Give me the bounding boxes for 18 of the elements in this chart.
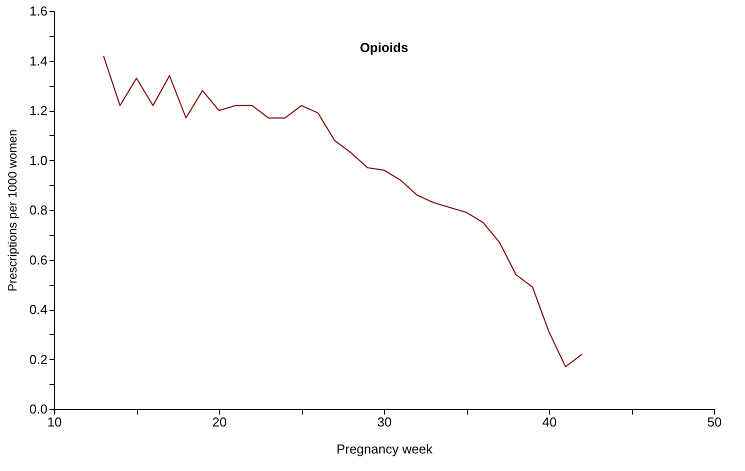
x-tick-label: 10 bbox=[47, 414, 62, 430]
text: Opioids bbox=[360, 40, 408, 55]
x-tick-label: 40 bbox=[542, 414, 557, 430]
x-tick-label: 20 bbox=[212, 414, 227, 430]
x-tick-label: 30 bbox=[377, 414, 392, 430]
y-tick-label: 1.4 bbox=[29, 53, 48, 68]
x-axis-title: Pregnancy week bbox=[336, 442, 434, 456]
line-series bbox=[102, 55, 583, 368]
y-tick-label: 0.0 bbox=[29, 402, 48, 416]
y-tick-label: 1.6 bbox=[29, 4, 48, 18]
y-tick-label: 0.6 bbox=[29, 252, 48, 268]
y-tick-label: 1.0 bbox=[29, 152, 48, 168]
y-tick-label: 1.2 bbox=[29, 103, 48, 118]
y-tick-label: 0.8 bbox=[29, 202, 48, 218]
y-axis-title: Prescriptions per 1000 women bbox=[5, 129, 20, 292]
x-tick-label: 50 bbox=[707, 414, 722, 430]
y-tick-label: 0.2 bbox=[29, 352, 48, 367]
y-tick-label: 0.4 bbox=[29, 302, 48, 317]
